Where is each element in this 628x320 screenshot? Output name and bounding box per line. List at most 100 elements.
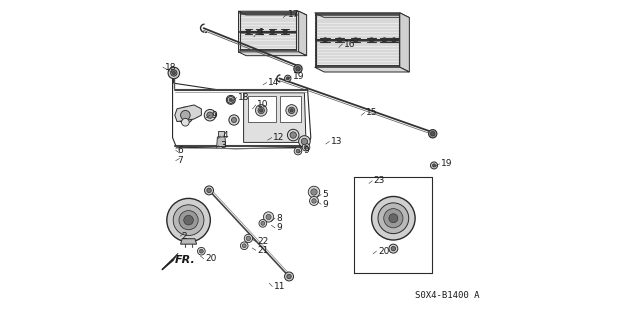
Circle shape	[382, 38, 387, 42]
Circle shape	[266, 214, 271, 220]
Circle shape	[369, 38, 374, 42]
Circle shape	[389, 244, 398, 253]
Polygon shape	[299, 11, 306, 56]
Text: 14: 14	[268, 78, 279, 87]
Circle shape	[246, 29, 251, 34]
Text: 20: 20	[378, 247, 389, 256]
Circle shape	[226, 95, 236, 104]
Circle shape	[286, 105, 298, 116]
Polygon shape	[249, 96, 276, 122]
Circle shape	[311, 199, 317, 203]
Circle shape	[241, 242, 248, 250]
Text: 9: 9	[303, 146, 309, 155]
Polygon shape	[280, 96, 301, 122]
Polygon shape	[238, 11, 306, 15]
Polygon shape	[175, 105, 202, 122]
Circle shape	[284, 75, 291, 82]
Polygon shape	[238, 52, 306, 56]
Circle shape	[337, 38, 342, 42]
Circle shape	[308, 186, 320, 198]
Text: 20: 20	[205, 254, 217, 263]
Circle shape	[181, 110, 190, 120]
Text: S0X4-B1400 A: S0X4-B1400 A	[415, 292, 479, 300]
Text: 15: 15	[366, 108, 377, 117]
Circle shape	[304, 145, 308, 149]
Circle shape	[244, 234, 252, 243]
Polygon shape	[315, 67, 409, 72]
Circle shape	[323, 38, 327, 42]
Text: 2: 2	[182, 232, 188, 241]
Circle shape	[179, 211, 198, 230]
Circle shape	[181, 118, 189, 126]
Text: 17: 17	[288, 10, 300, 19]
Circle shape	[296, 149, 300, 153]
Polygon shape	[238, 11, 299, 52]
Circle shape	[428, 130, 437, 138]
Circle shape	[171, 70, 177, 76]
Circle shape	[270, 29, 274, 34]
Circle shape	[259, 109, 263, 112]
Circle shape	[301, 138, 308, 145]
Text: 1: 1	[259, 28, 264, 37]
Text: 12: 12	[273, 133, 284, 142]
Text: 7: 7	[177, 156, 183, 165]
Polygon shape	[315, 13, 400, 67]
Circle shape	[372, 196, 415, 240]
Circle shape	[168, 67, 180, 79]
FancyBboxPatch shape	[218, 131, 224, 137]
Polygon shape	[217, 137, 225, 147]
Circle shape	[286, 77, 290, 80]
Circle shape	[296, 67, 300, 71]
Text: 5: 5	[323, 190, 328, 199]
Circle shape	[258, 107, 264, 114]
Circle shape	[229, 98, 232, 101]
Circle shape	[283, 29, 288, 34]
Polygon shape	[315, 13, 409, 18]
Circle shape	[205, 186, 214, 195]
Circle shape	[299, 136, 310, 147]
Circle shape	[302, 143, 310, 151]
Polygon shape	[162, 253, 178, 269]
Circle shape	[259, 220, 267, 227]
Text: 19: 19	[293, 72, 304, 81]
Circle shape	[378, 203, 409, 234]
Text: 23: 23	[374, 176, 385, 185]
Text: 3: 3	[220, 141, 226, 150]
Circle shape	[389, 214, 398, 223]
Circle shape	[294, 147, 302, 155]
Circle shape	[184, 215, 193, 225]
Text: 10: 10	[257, 100, 269, 109]
Circle shape	[257, 29, 262, 34]
Circle shape	[430, 132, 435, 136]
Text: 13: 13	[331, 137, 342, 146]
Text: 11: 11	[274, 282, 286, 291]
Circle shape	[384, 209, 403, 228]
Polygon shape	[244, 93, 306, 142]
Circle shape	[392, 38, 396, 42]
Circle shape	[229, 115, 239, 125]
Text: 9: 9	[276, 223, 283, 232]
Text: 21: 21	[257, 246, 269, 255]
Circle shape	[207, 112, 213, 118]
Text: 22: 22	[257, 237, 269, 246]
Circle shape	[177, 107, 193, 123]
Circle shape	[261, 221, 265, 225]
Circle shape	[232, 117, 237, 123]
Circle shape	[207, 188, 211, 193]
Circle shape	[311, 189, 317, 195]
Circle shape	[430, 162, 438, 169]
Text: 18: 18	[238, 93, 250, 102]
Polygon shape	[181, 239, 197, 244]
Polygon shape	[227, 96, 234, 104]
Circle shape	[198, 247, 205, 255]
Circle shape	[256, 105, 267, 116]
Circle shape	[288, 107, 295, 114]
Circle shape	[263, 212, 274, 222]
Polygon shape	[400, 13, 409, 72]
Circle shape	[172, 71, 175, 75]
Text: 16: 16	[344, 40, 355, 49]
Text: 8: 8	[276, 214, 283, 223]
Circle shape	[246, 236, 251, 241]
Circle shape	[167, 198, 210, 242]
Text: 4: 4	[222, 132, 228, 140]
